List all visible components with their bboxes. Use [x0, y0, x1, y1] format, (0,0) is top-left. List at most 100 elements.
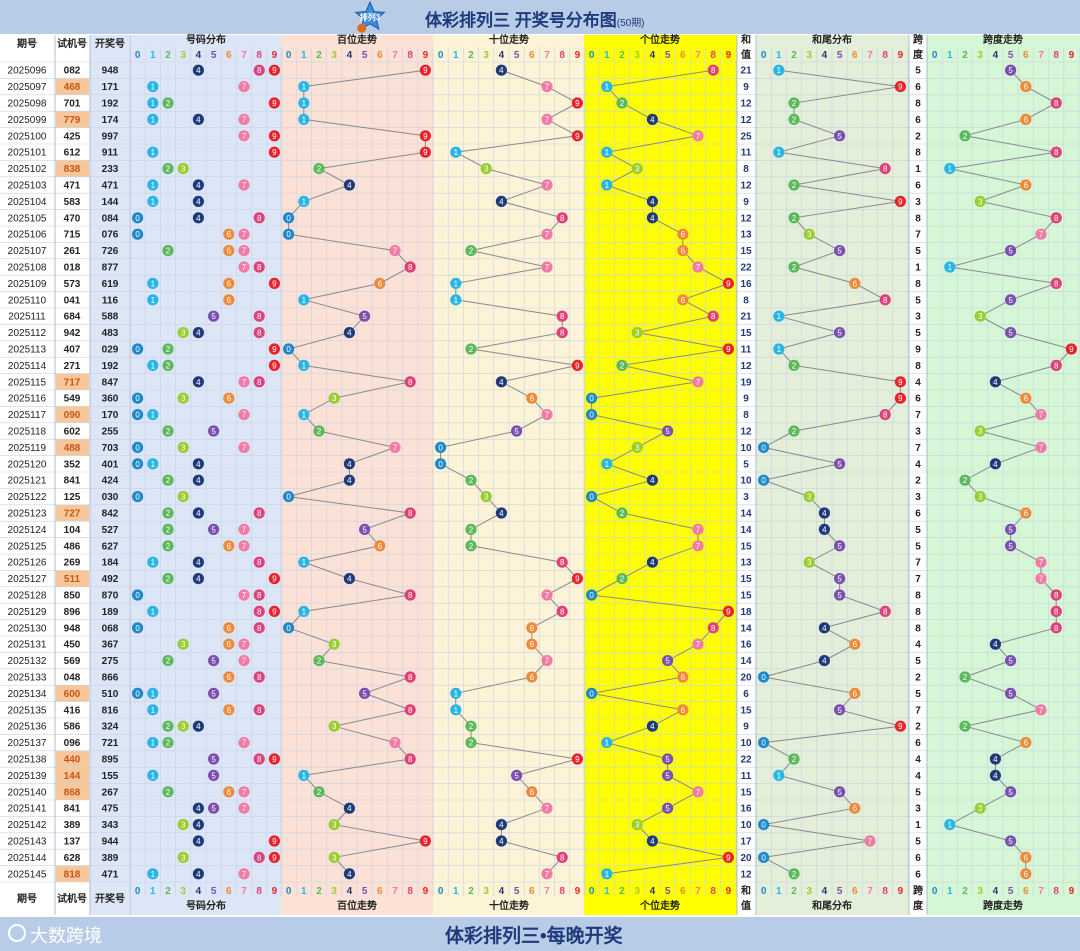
draw-number: 471: [102, 869, 119, 880]
ball-label: 6: [681, 247, 686, 256]
ball-label: 5: [1008, 329, 1013, 338]
digit-header: 0: [286, 886, 292, 897]
digit-ball: [132, 343, 144, 355]
digit-ball: [268, 64, 280, 76]
digit-ball: [879, 409, 891, 421]
digit-ball: [959, 474, 971, 486]
digit-ball: [526, 392, 538, 404]
sum-header: 和: [740, 33, 751, 46]
ball-label: 1: [948, 821, 953, 830]
ball-label: 7: [696, 132, 701, 141]
ball-label: 7: [242, 525, 247, 534]
ball-label: 7: [242, 804, 247, 813]
digit-header: 8: [407, 886, 413, 897]
ball-label: 7: [242, 411, 247, 420]
ball-label: 1: [302, 361, 307, 370]
span-value: 6: [915, 82, 921, 93]
digit-ball: [147, 687, 159, 700]
machine-number: 137: [64, 837, 81, 848]
digit-ball: [526, 638, 538, 650]
ball-label: 5: [665, 657, 670, 666]
span-value: 8: [915, 213, 921, 224]
digit-ball: [646, 195, 659, 207]
ball-label: 6: [1024, 853, 1029, 862]
digit-header: 4: [822, 50, 828, 61]
ball-label: 7: [545, 804, 550, 813]
ball-label: 8: [257, 591, 262, 600]
ball-label: 8: [408, 591, 413, 600]
digit-ball: [631, 441, 643, 453]
ball-label: 3: [181, 821, 186, 830]
issue-number: 2025110: [8, 295, 47, 306]
ball-label: 7: [393, 443, 398, 452]
digit-ball: [758, 671, 770, 683]
digit-ball: [646, 113, 659, 125]
digit-ball: [1005, 64, 1017, 76]
ball-label: 8: [1054, 624, 1059, 633]
span-value: 6: [915, 738, 921, 749]
digit-ball: [238, 737, 250, 749]
digit-ball: [818, 655, 831, 667]
digit-ball: [435, 458, 447, 470]
digit-ball: [944, 163, 956, 175]
digit-ball: [1005, 540, 1017, 552]
ball-label: 8: [257, 558, 262, 567]
digit-ball: [1050, 622, 1062, 634]
digit-header: 0: [589, 50, 595, 61]
digit-ball: [132, 392, 144, 404]
span-value: 5: [915, 246, 921, 257]
digit-ball: [132, 687, 144, 700]
sum-header: 和: [740, 884, 751, 897]
ball-label: 9: [272, 345, 277, 354]
digit-ball: [253, 64, 265, 76]
ball-label: 7: [696, 542, 701, 551]
section-header: 个位走势: [639, 33, 680, 46]
digit-ball: [147, 556, 159, 568]
digit-ball: [253, 704, 265, 716]
ball-label: 3: [978, 804, 983, 813]
sum-value: 5: [743, 459, 749, 470]
span-value: 1: [915, 263, 921, 274]
digit-ball: [208, 523, 220, 536]
ball-label: 4: [650, 837, 655, 846]
digit-header: 9: [575, 886, 581, 897]
span-value: 2: [915, 673, 921, 684]
ball-label: 8: [883, 607, 888, 616]
issue-number: 2025139: [8, 771, 47, 782]
digit-ball: [177, 851, 189, 864]
ball-label: 8: [257, 378, 262, 387]
draw-number: 475: [102, 804, 119, 815]
ball-label: 1: [151, 115, 156, 124]
ball-label: 5: [837, 575, 842, 584]
ball-label: 4: [347, 804, 352, 813]
ball-label: 2: [166, 165, 171, 174]
digit-header: 9: [272, 886, 278, 897]
sum-value: 17: [740, 837, 752, 848]
ball-label: 5: [837, 788, 842, 797]
ball-label: 4: [196, 66, 201, 75]
digit-ball: [192, 868, 204, 880]
issue-number: 2025105: [8, 213, 47, 224]
machine-number: 868: [64, 787, 81, 798]
span-value: 7: [915, 574, 921, 585]
ball-label: 9: [726, 345, 731, 354]
digit-ball: [722, 605, 735, 618]
digit-ball: [268, 753, 280, 765]
digit-ball: [450, 687, 462, 700]
ball-label: 2: [166, 476, 171, 485]
issue-number: 2025115: [8, 377, 47, 388]
ball-label: 5: [837, 542, 842, 551]
ball-label: 8: [257, 329, 262, 338]
ball-label: 7: [545, 657, 550, 666]
draw-number: 189: [102, 607, 119, 618]
span-value: 6: [915, 869, 921, 880]
digit-ball: [692, 130, 704, 142]
digit-ball: [328, 638, 340, 650]
ball-label: 4: [499, 66, 504, 75]
draw-number: 184: [102, 558, 119, 569]
digit-ball: [147, 146, 159, 158]
digit-ball: [298, 359, 310, 371]
span-value: 6: [915, 181, 921, 192]
